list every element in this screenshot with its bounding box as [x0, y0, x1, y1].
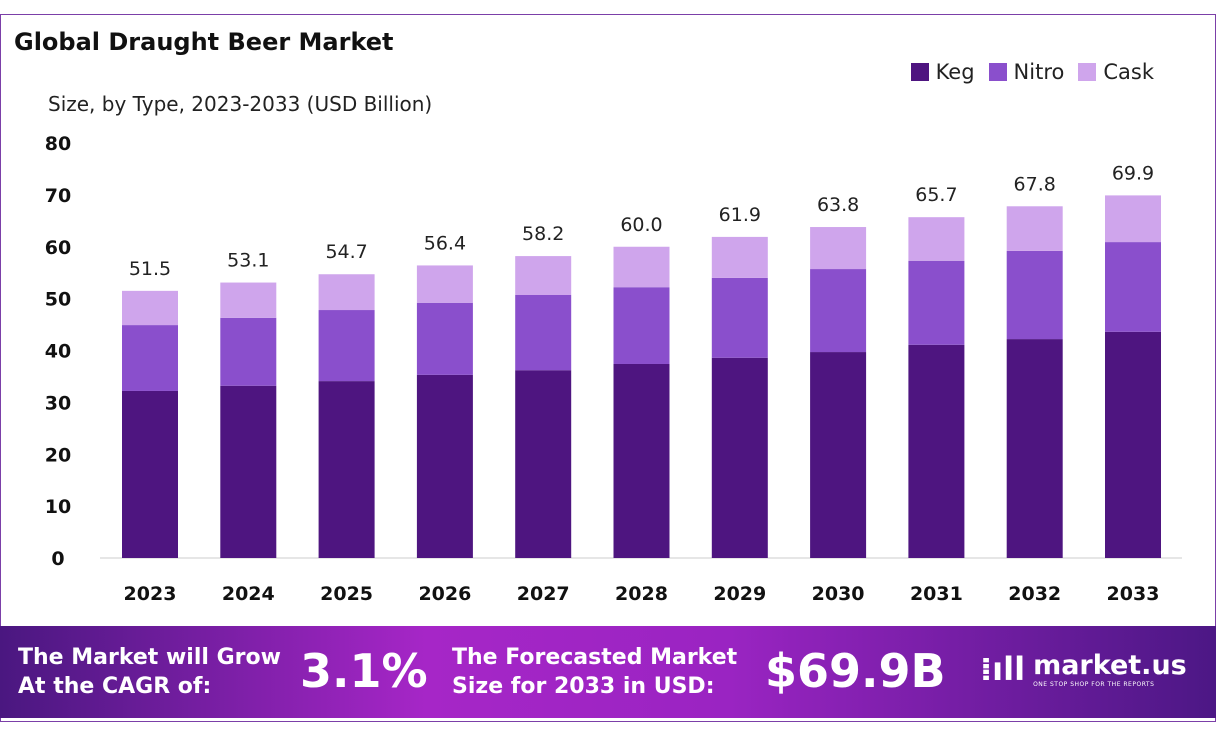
cagr-label: The Market will Grow At the CAGR of: [18, 645, 281, 699]
y-tick-label: 80 [45, 133, 71, 155]
data-label: 54.7 [325, 241, 367, 263]
y-tick-label: 0 [51, 548, 64, 570]
bar-segment-nitro [220, 317, 277, 386]
data-label: 60.0 [620, 214, 662, 236]
data-label: 61.9 [719, 204, 761, 226]
bar-segment-keg [1105, 331, 1161, 558]
legend: Keg Nitro Cask [910, 60, 1154, 84]
bar-segment-cask [220, 282, 277, 318]
data-label: 67.8 [1014, 173, 1056, 195]
bar-segment-nitro [1006, 250, 1063, 340]
x-tick-label: 2029 [713, 583, 766, 605]
y-tick-label: 20 [45, 444, 71, 466]
bar-segment-keg [220, 385, 277, 558]
data-label: 58.2 [522, 223, 564, 245]
bar-segment-nitro [711, 277, 768, 358]
chart-subtitle: Size, by Type, 2023-2033 (USD Billion) [48, 92, 433, 116]
bar-segment-cask [122, 290, 178, 326]
bar-segment-nitro [416, 302, 473, 375]
bar-segment-cask [908, 217, 965, 261]
legend-item-keg: Keg [910, 60, 975, 84]
bar-segment-nitro [122, 325, 178, 391]
x-tick-label: 2023 [124, 583, 177, 605]
data-label: 51.5 [129, 258, 171, 280]
y-tick-label: 50 [45, 289, 71, 311]
cagr-value: 3.1% [300, 644, 428, 698]
x-tick-label: 2032 [1008, 583, 1061, 605]
data-label: 53.1 [227, 250, 269, 272]
y-tick-label: 10 [45, 496, 71, 518]
bar-segment-keg [908, 344, 965, 558]
bar-segment-cask [613, 246, 670, 288]
bar-segment-nitro [908, 260, 965, 345]
bar-segment-cask [711, 236, 768, 278]
bar-segment-keg [711, 357, 768, 558]
x-tick-label: 2026 [418, 583, 471, 605]
x-tick-label: 2027 [517, 583, 570, 605]
bar-segment-cask [318, 274, 375, 311]
bar-segment-keg [122, 390, 178, 558]
legend-item-nitro: Nitro [988, 60, 1064, 84]
bar-segment-cask [810, 227, 867, 270]
chart-title: Global Draught Beer Market [14, 28, 394, 56]
data-label: 56.4 [424, 232, 466, 254]
data-label: 69.9 [1112, 162, 1154, 184]
forecast-label: The Forecasted Market Size for 2033 in US… [452, 645, 738, 699]
bar-segment-keg [810, 352, 867, 558]
bar-segment-keg [515, 370, 572, 558]
bar-segment-keg [318, 381, 375, 558]
y-tick-label: 40 [45, 341, 71, 363]
x-tick-label: 2028 [615, 583, 668, 605]
summary-banner: The Market will Grow At the CAGR of: 3.1%… [0, 626, 1216, 718]
x-tick-label: 2031 [910, 583, 963, 605]
bar-segment-nitro [318, 310, 375, 382]
legend-item-cask: Cask [1078, 60, 1154, 84]
bar-segment-keg [416, 374, 473, 558]
legend-swatch [910, 63, 929, 81]
data-label: 63.8 [817, 194, 859, 216]
forecast-value: $69.9B [765, 644, 946, 698]
y-tick-label: 70 [45, 185, 71, 207]
bar-segment-cask [1105, 195, 1161, 243]
bar-segment-nitro [613, 287, 670, 364]
y-tick-label: 60 [45, 237, 71, 259]
x-tick-label: 2024 [222, 583, 275, 605]
market-us-logo: ⁞ıll market.us ONE STOP SHOP FOR THE REPO… [980, 650, 1187, 688]
bar-segment-cask [416, 265, 473, 303]
bar-segment-keg [613, 363, 670, 558]
legend-swatch [988, 63, 1007, 81]
legend-swatch [1078, 63, 1097, 81]
bar-chart: 0102030405060708051.5202353.1202454.7202… [45, 133, 1182, 605]
bar-segment-nitro [1105, 242, 1161, 332]
y-tick-label: 30 [45, 392, 71, 414]
x-tick-label: 2030 [812, 583, 865, 605]
x-tick-label: 2025 [320, 583, 373, 605]
logo-icon: ⁞ıll [980, 650, 1026, 688]
bar-segment-nitro [810, 269, 867, 353]
data-label: 65.7 [915, 184, 957, 206]
bar-segment-keg [1006, 339, 1063, 558]
bar-segment-cask [1006, 206, 1063, 251]
bar-segment-cask [515, 256, 572, 295]
x-tick-label: 2033 [1107, 583, 1160, 605]
bar-segment-nitro [515, 294, 572, 371]
